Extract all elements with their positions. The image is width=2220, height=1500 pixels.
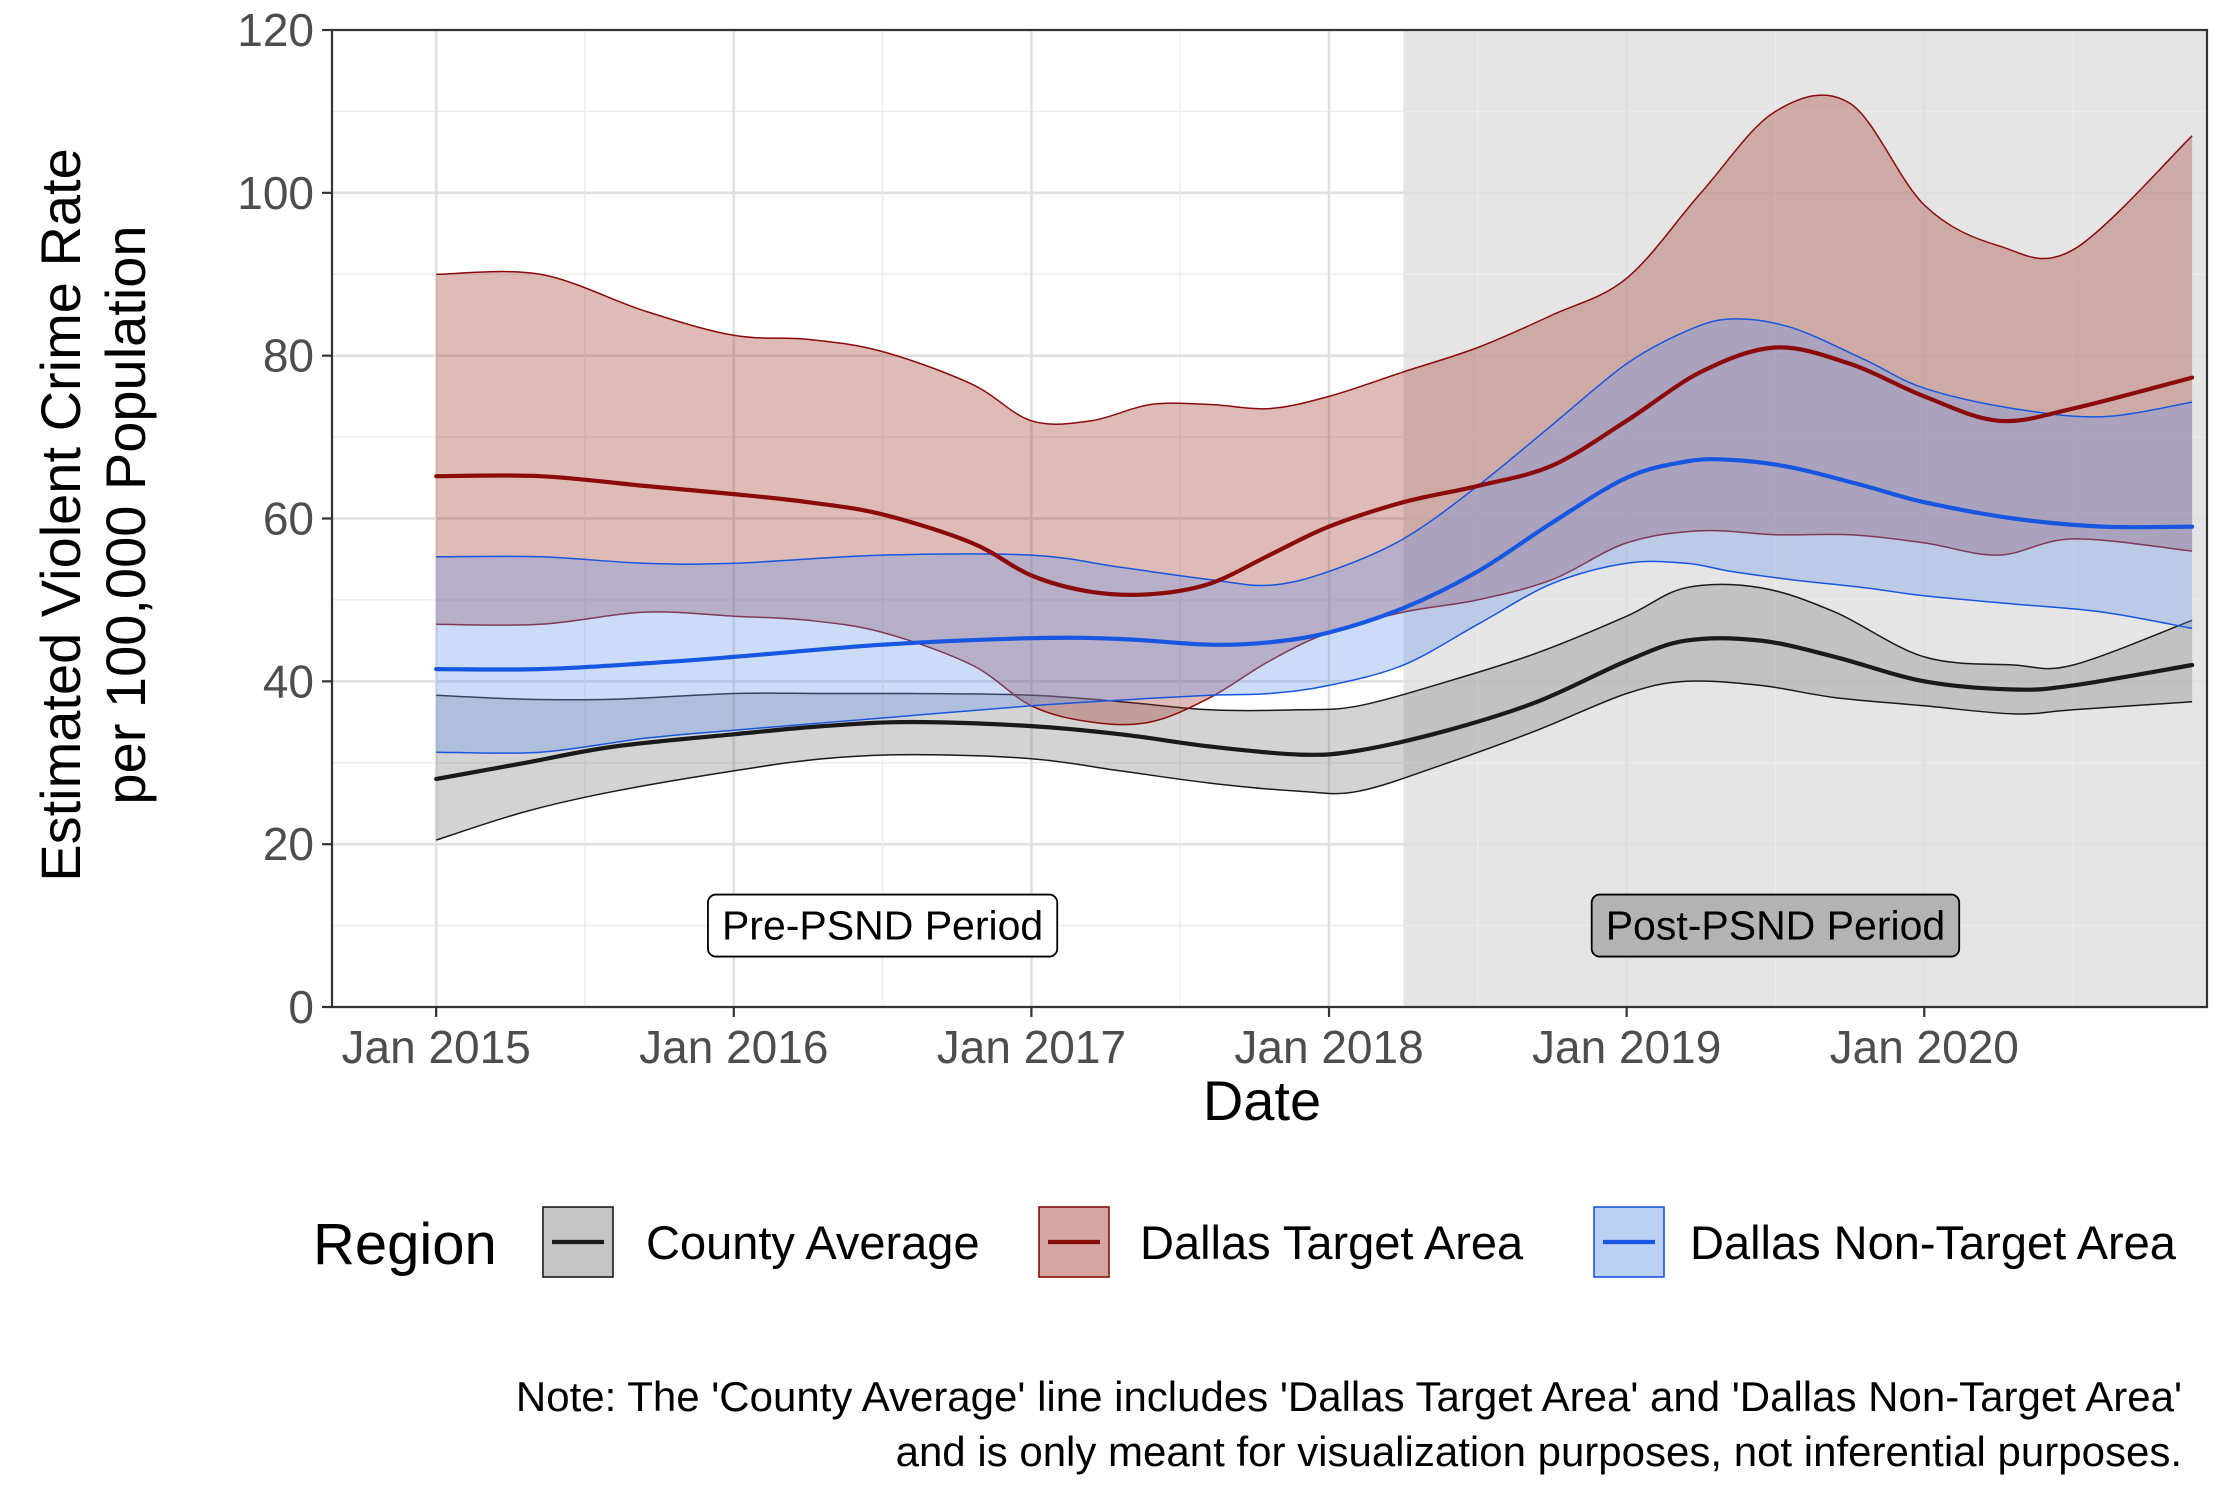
annotation-box <box>1590 893 1961 958</box>
band-lower-county-average <box>435 680 2193 841</box>
line-dallas-target-area <box>434 345 2195 597</box>
annotation-pre-psnd-period: Pre-PSND Period <box>707 893 1059 958</box>
y-tick-label: 120 <box>237 4 314 56</box>
annotation-box <box>707 893 1059 958</box>
x-tick-label: Jan 2017 <box>937 1021 1126 1073</box>
note-line-1: Note: The 'County Average' line includes… <box>516 1373 2182 1420</box>
band-lower-dallas-non-target-area <box>436 560 2193 754</box>
band-upper-dallas-non-target-area <box>436 318 2193 587</box>
y-axis-title-line-1: Estimated Violent Crime Rate <box>29 148 92 882</box>
grid-lines <box>332 28 2207 1009</box>
legend-item-dallas-non-target-area: Dallas Non-Target Area <box>1593 1206 2177 1278</box>
y-tick-label: 20 <box>263 818 314 870</box>
y-tick-label: 80 <box>263 330 314 382</box>
legend-item-dallas-target-area: Dallas Target Area <box>1038 1206 1524 1278</box>
annotation-text: Post-PSND Period <box>1606 903 1946 949</box>
y-axis-title: Estimated Violent Crime Rate per 100,000… <box>29 148 157 882</box>
band-dallas-target-area <box>436 95 2193 725</box>
axes: 0 20 40 60 80 100 120 Jan 2015 Jan 2016 Jan 2017 J… <box>237 4 2209 1073</box>
legend-title: Region <box>313 1212 497 1277</box>
x-tick-label: Jan 2020 <box>1830 1021 2019 1073</box>
y-tick-label: 40 <box>263 655 314 707</box>
legend-label-county-average: County Average <box>646 1216 980 1269</box>
annotation-post-psnd-period: Post-PSND Period <box>1590 893 1961 958</box>
legend-label-dallas-target-area: Dallas Target Area <box>1140 1216 1524 1269</box>
legend-label-dallas-non-target-area: Dallas Non-Target Area <box>1690 1216 2177 1269</box>
line-county-average <box>434 636 2195 782</box>
period-annotations: Pre-PSND Period Post-PSND Period <box>707 893 1961 958</box>
y-tick-label: 0 <box>288 981 314 1033</box>
line-dallas-non-target-area <box>434 457 2195 672</box>
x-tick-label: Jan 2016 <box>639 1021 828 1073</box>
y-tick-label: 60 <box>263 493 314 545</box>
y-axis-title-line-2: per 100,000 Population <box>94 225 157 804</box>
x-tick-label: Jan 2015 <box>342 1021 531 1073</box>
band-lower-dallas-target-area <box>436 529 2193 726</box>
band-upper-county-average <box>436 583 2193 712</box>
series-lines <box>434 345 2195 782</box>
x-tick-label: Jan 2018 <box>1234 1021 1423 1073</box>
note-line-2: and is only meant for visualization purp… <box>896 1428 2182 1475</box>
y-tick-label: 100 <box>237 167 314 219</box>
band-upper-dallas-target-area <box>436 94 2193 425</box>
legend-item-county-average: County Average <box>542 1206 980 1278</box>
x-tick-label: Jan 2019 <box>1532 1021 1721 1073</box>
annotation-text: Pre-PSND Period <box>722 903 1043 949</box>
band-county-average <box>436 584 2193 841</box>
legend: Region County Average Dallas Target Area D… <box>313 1206 2177 1278</box>
note: Note: The 'County Average' line includes… <box>516 1373 2182 1475</box>
x-axis-title: Date <box>1203 1069 1321 1132</box>
